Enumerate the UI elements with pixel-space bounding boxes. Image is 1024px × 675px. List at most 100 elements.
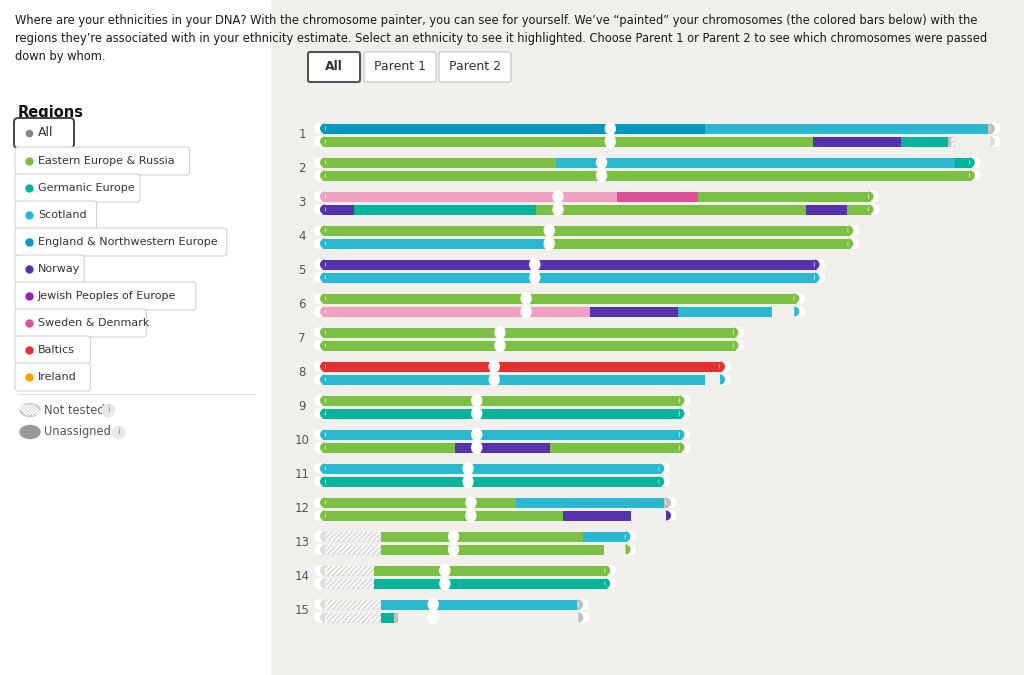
Wedge shape [319,464,325,473]
Ellipse shape [449,543,459,556]
Ellipse shape [529,259,540,271]
Wedge shape [605,578,610,589]
Ellipse shape [315,396,325,406]
Ellipse shape [868,192,879,202]
Text: Unassigned: Unassigned [44,425,111,439]
Ellipse shape [315,273,325,283]
Text: 5: 5 [298,265,306,277]
Wedge shape [319,599,325,610]
Bar [374,578,610,589]
FancyBboxPatch shape [15,255,84,283]
Ellipse shape [990,124,1000,134]
Bar [584,531,631,541]
Ellipse shape [315,259,325,269]
Bar [319,375,705,385]
Ellipse shape [529,271,540,284]
Text: England & Northwestern Europe: England & Northwestern Europe [38,237,218,247]
Wedge shape [319,157,325,167]
Ellipse shape [495,327,505,338]
Bar [319,429,684,439]
Wedge shape [814,273,819,283]
Ellipse shape [579,599,588,610]
Bar [988,124,995,134]
Wedge shape [319,429,325,439]
Ellipse shape [472,408,481,419]
Ellipse shape [315,408,325,418]
Ellipse shape [439,578,450,589]
Ellipse shape [521,292,531,304]
Ellipse shape [463,475,473,487]
Ellipse shape [315,531,325,541]
Text: i: i [117,427,120,437]
Bar [319,157,556,167]
Bar [563,510,631,520]
Bar [394,612,397,622]
Ellipse shape [428,599,438,610]
Text: 12: 12 [295,502,309,516]
Wedge shape [795,294,800,304]
Wedge shape [579,612,584,622]
Wedge shape [319,497,325,508]
Bar [678,306,772,317]
Wedge shape [680,408,684,418]
Bar [516,497,665,508]
Bar [954,157,975,167]
Text: i: i [106,406,110,414]
Ellipse shape [626,545,636,554]
Text: 7: 7 [298,333,306,346]
Wedge shape [659,464,665,473]
Wedge shape [319,566,325,576]
Bar [381,531,584,541]
Wedge shape [319,327,325,338]
Bar [319,396,684,406]
Bar [319,531,381,541]
Ellipse shape [315,545,325,554]
Wedge shape [720,362,725,371]
Text: 13: 13 [295,537,309,549]
Wedge shape [626,545,631,554]
Ellipse shape [439,564,450,576]
Bar [319,327,738,338]
Ellipse shape [449,531,459,543]
Ellipse shape [315,510,325,520]
Ellipse shape [545,225,554,236]
Text: Ireland: Ireland [38,372,77,382]
Ellipse shape [680,443,689,452]
Wedge shape [319,510,325,520]
Text: Scotland: Scotland [38,210,87,220]
Ellipse shape [814,259,824,269]
Ellipse shape [472,394,481,406]
Wedge shape [319,306,325,317]
Text: Sweden & Denmark: Sweden & Denmark [38,318,150,328]
Wedge shape [970,171,975,180]
Wedge shape [319,578,325,589]
Bar [319,578,374,589]
Ellipse shape [315,192,325,202]
Bar [665,497,671,508]
Bar [319,443,455,452]
Wedge shape [605,566,610,576]
Text: 11: 11 [295,468,309,481]
Ellipse shape [848,225,858,236]
Bar [319,205,353,215]
Ellipse shape [466,497,476,508]
Ellipse shape [720,375,730,385]
Wedge shape [319,259,325,269]
Ellipse shape [315,171,325,180]
Bar [806,205,847,215]
Wedge shape [680,429,684,439]
Wedge shape [848,225,853,236]
FancyBboxPatch shape [14,118,74,148]
Ellipse shape [315,429,325,439]
Bar [951,136,954,146]
Bar [455,443,550,452]
Text: All: All [325,61,343,74]
Ellipse shape [733,327,743,338]
Bar [550,443,684,452]
Text: Not tested: Not tested [44,404,104,416]
Bar [319,464,665,473]
Wedge shape [795,306,800,317]
FancyBboxPatch shape [15,336,90,364]
Ellipse shape [315,327,325,338]
Ellipse shape [795,294,804,304]
